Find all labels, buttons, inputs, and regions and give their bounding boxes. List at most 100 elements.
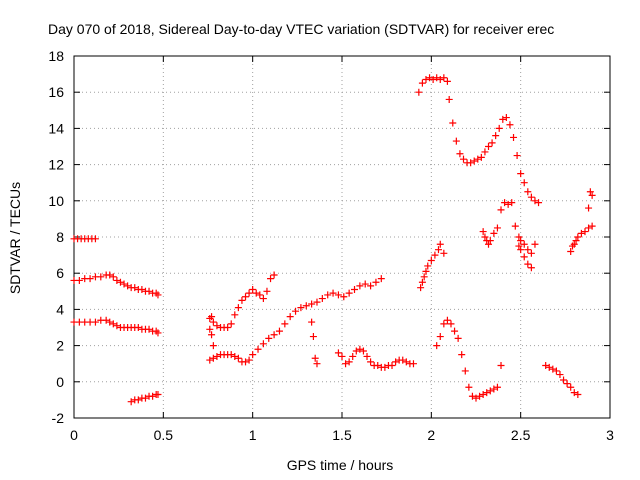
data-point bbox=[318, 295, 326, 303]
points-layer bbox=[70, 74, 596, 406]
data-point bbox=[324, 291, 332, 299]
y-tick-label: 4 bbox=[56, 301, 64, 317]
data-point bbox=[270, 331, 278, 339]
data-point bbox=[75, 276, 83, 284]
series-satellite-o bbox=[542, 362, 582, 398]
data-point bbox=[102, 316, 110, 324]
data-point bbox=[492, 132, 500, 140]
data-point bbox=[433, 342, 441, 350]
data-point bbox=[363, 352, 371, 360]
data-point bbox=[497, 362, 505, 370]
tick-layer: 0 0.5 1 1.5 2 2.5 3 -2 0 2 4 6 8 10 12 14 16 18 bbox=[48, 48, 614, 443]
data-point bbox=[418, 278, 426, 286]
data-point bbox=[270, 271, 278, 279]
data-point bbox=[242, 358, 250, 366]
data-point bbox=[399, 356, 407, 364]
data-point bbox=[447, 320, 455, 328]
series-satellite-c bbox=[70, 316, 162, 337]
data-point bbox=[520, 253, 528, 261]
data-point bbox=[206, 325, 214, 333]
series-satellite-q bbox=[585, 188, 596, 212]
data-point bbox=[493, 383, 501, 391]
data-point bbox=[585, 204, 593, 212]
data-point bbox=[542, 362, 550, 370]
data-point bbox=[145, 287, 153, 295]
data-point bbox=[349, 352, 357, 360]
data-point bbox=[479, 390, 487, 398]
data-point bbox=[567, 247, 575, 255]
data-point bbox=[479, 228, 487, 236]
data-point bbox=[141, 394, 149, 402]
data-point bbox=[91, 318, 99, 326]
data-point bbox=[420, 273, 428, 281]
data-point bbox=[508, 199, 516, 207]
x-tick-label: 1 bbox=[249, 427, 257, 443]
series-satellite-n bbox=[515, 233, 539, 257]
data-point bbox=[458, 351, 466, 359]
data-point bbox=[586, 188, 594, 196]
data-point bbox=[477, 153, 485, 161]
data-point bbox=[545, 363, 553, 371]
data-point bbox=[113, 322, 121, 330]
data-point bbox=[342, 360, 350, 368]
data-point bbox=[359, 347, 367, 355]
data-point bbox=[574, 390, 582, 398]
data-point bbox=[309, 333, 317, 341]
data-point bbox=[490, 385, 498, 393]
data-point bbox=[520, 240, 528, 248]
y-tick-label: 12 bbox=[48, 157, 64, 173]
data-point bbox=[485, 240, 493, 248]
data-point bbox=[440, 320, 448, 328]
data-point bbox=[345, 289, 353, 297]
series-satellite-m bbox=[479, 199, 535, 272]
series-satellite-i bbox=[334, 345, 417, 371]
data-point bbox=[556, 371, 564, 379]
data-point bbox=[152, 327, 160, 335]
data-point bbox=[431, 251, 439, 259]
data-point bbox=[449, 119, 457, 127]
data-point bbox=[588, 191, 596, 199]
data-point bbox=[527, 193, 535, 201]
data-point bbox=[227, 351, 235, 359]
y-tick-label: 8 bbox=[56, 229, 64, 245]
data-point bbox=[302, 302, 310, 310]
data-point bbox=[340, 293, 348, 301]
data-point bbox=[377, 275, 385, 283]
data-point bbox=[227, 320, 235, 328]
data-point bbox=[418, 79, 426, 87]
data-point bbox=[224, 324, 232, 331]
series-satellite-j bbox=[417, 240, 448, 292]
data-point bbox=[208, 331, 216, 339]
data-point bbox=[531, 197, 539, 205]
data-point bbox=[106, 318, 114, 326]
data-point bbox=[361, 280, 369, 288]
data-point bbox=[329, 289, 337, 297]
data-point bbox=[574, 233, 582, 241]
data-point bbox=[429, 76, 437, 84]
data-point bbox=[367, 282, 375, 290]
data-point bbox=[86, 275, 94, 283]
data-point bbox=[213, 352, 221, 360]
y-tick-label: 18 bbox=[48, 48, 64, 64]
data-point bbox=[388, 362, 396, 370]
data-point bbox=[297, 304, 305, 312]
data-point bbox=[476, 392, 484, 400]
data-point bbox=[131, 284, 139, 292]
series-satellite-h bbox=[308, 318, 321, 368]
y-tick-label: 14 bbox=[48, 120, 64, 136]
x-tick-label: 3 bbox=[606, 427, 614, 443]
data-point bbox=[563, 380, 571, 388]
data-point bbox=[426, 74, 434, 82]
x-tick-label: 2.5 bbox=[511, 427, 531, 443]
data-point bbox=[451, 327, 459, 335]
data-point bbox=[490, 229, 498, 237]
series-satellite-k bbox=[415, 74, 543, 207]
series-satellite-g bbox=[206, 325, 217, 350]
data-point bbox=[263, 287, 271, 295]
data-point bbox=[152, 289, 160, 297]
data-point bbox=[515, 242, 523, 250]
data-point bbox=[124, 282, 132, 290]
data-point bbox=[570, 240, 578, 248]
data-point bbox=[443, 77, 451, 85]
series-satellite-e bbox=[206, 271, 278, 331]
